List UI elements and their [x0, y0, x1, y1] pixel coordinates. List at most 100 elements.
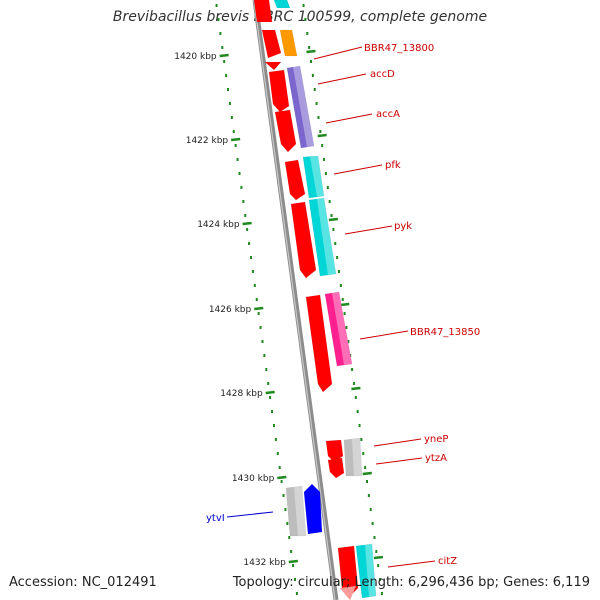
gene-features: [253, 0, 377, 600]
scale-dot: [215, 4, 218, 7]
scale-dot: [379, 578, 382, 581]
major-tick: [373, 555, 384, 560]
scale-dot: [377, 564, 380, 567]
scale-dot: [225, 74, 228, 77]
major-tick: [219, 53, 229, 58]
scale-dot: [238, 172, 241, 175]
scale-dot: [232, 130, 235, 133]
scale-dot: [259, 326, 262, 329]
topology-value: circular;: [297, 575, 351, 590]
gene-shade: [365, 544, 376, 597]
gene-label-accd: accD: [370, 69, 395, 80]
gene-arrow: [261, 29, 282, 59]
gene-shade: [317, 198, 336, 275]
accession-value: NC_012491: [81, 575, 157, 590]
scale-dot: [334, 242, 337, 245]
major-tick: [317, 133, 327, 138]
gene-arrow: [303, 483, 323, 535]
gene-shade: [352, 438, 362, 476]
scale-dot: [347, 340, 350, 343]
gene-shade: [294, 486, 306, 536]
genome-backbone-highlight: [253, 0, 336, 600]
label-leader-line: [375, 457, 423, 465]
label-leader-line: [333, 164, 383, 175]
footer-accession: Accession: NC_012491: [9, 575, 157, 590]
scale-dot: [302, 4, 305, 7]
gene-arrow: [305, 294, 333, 393]
major-tick: [288, 559, 298, 564]
accession-label: Accession:: [9, 575, 78, 590]
label-leader-line: [313, 46, 363, 60]
scale-dot: [308, 46, 311, 49]
scale-dot: [230, 116, 233, 119]
label-leader-line: [317, 73, 367, 85]
major-tick: [328, 217, 339, 222]
gene-label-acca: accA: [376, 109, 400, 120]
genes-value: 6,119: [552, 575, 590, 590]
label-leader-line: [359, 330, 409, 340]
scale-ticks-right: [302, 4, 383, 595]
scale-dot: [306, 32, 309, 35]
scale-dot: [373, 536, 376, 539]
gene-label-bbr47_13850: BBR47_13850: [410, 327, 480, 338]
gene-arrow: [264, 61, 282, 71]
scale-ticks-left: [215, 4, 298, 595]
scale-dot: [246, 228, 249, 231]
scale-dot: [282, 494, 285, 497]
gene-label-leaders: [226, 46, 436, 568]
scale-dot: [242, 200, 245, 203]
scale-dot: [354, 396, 357, 399]
major-tick: [340, 302, 350, 307]
scale-dot: [341, 298, 344, 301]
gene-arrow: [339, 585, 357, 600]
scale-dot: [290, 550, 293, 553]
scale-dot: [367, 494, 370, 497]
gene-arrow: [308, 197, 337, 277]
scale-dot: [278, 466, 281, 469]
scale-dot: [295, 592, 298, 595]
gene-arrow: [279, 29, 298, 57]
scale-dot: [360, 438, 363, 441]
gene-arrow: [286, 65, 315, 149]
scale-dot: [253, 284, 256, 287]
major-tick: [254, 306, 264, 311]
major-tick: [351, 386, 361, 391]
scale-dot: [217, 18, 220, 21]
gene-label-pyk: pyk: [394, 221, 412, 232]
scale-dot: [234, 144, 237, 147]
gene-label-pfk: pfk: [385, 160, 401, 171]
major-tick: [230, 137, 241, 142]
label-leader-line: [344, 225, 393, 235]
gene-arrow: [253, 0, 273, 23]
length-label: Length:: [354, 575, 404, 590]
scale-dot: [371, 522, 374, 525]
gene-shade: [332, 292, 352, 365]
scale-dot: [227, 88, 230, 91]
scale-dot: [304, 18, 307, 21]
scale-dot: [271, 410, 274, 413]
scale-dot: [380, 592, 383, 595]
scale-dot: [364, 466, 367, 469]
scale-dot: [366, 480, 368, 483]
scale-dot: [293, 578, 296, 581]
gene-arrow: [273, 0, 291, 9]
scale-dot: [244, 214, 247, 217]
gene-label-ynep: yneP: [424, 434, 448, 445]
footer-summary: Topology: circular; Length: 6,296,436 bp…: [233, 575, 590, 590]
scale-dot: [339, 284, 342, 287]
label-leader-line: [387, 560, 436, 568]
scale-dot: [249, 256, 252, 259]
scale-dot: [319, 130, 322, 133]
gene-arrow: [355, 543, 377, 599]
scale-dot: [251, 270, 254, 273]
topology-label: Topology:: [232, 575, 294, 590]
scale-dot: [269, 396, 272, 399]
scale-dot: [321, 144, 324, 147]
scale-dot: [223, 60, 226, 63]
gene-label-bbr47_13800: BBR47_13800: [364, 43, 434, 54]
label-leader-line: [373, 438, 422, 447]
scale-dot: [248, 242, 251, 245]
scale-dot: [263, 354, 266, 357]
scale-dot: [284, 508, 287, 511]
